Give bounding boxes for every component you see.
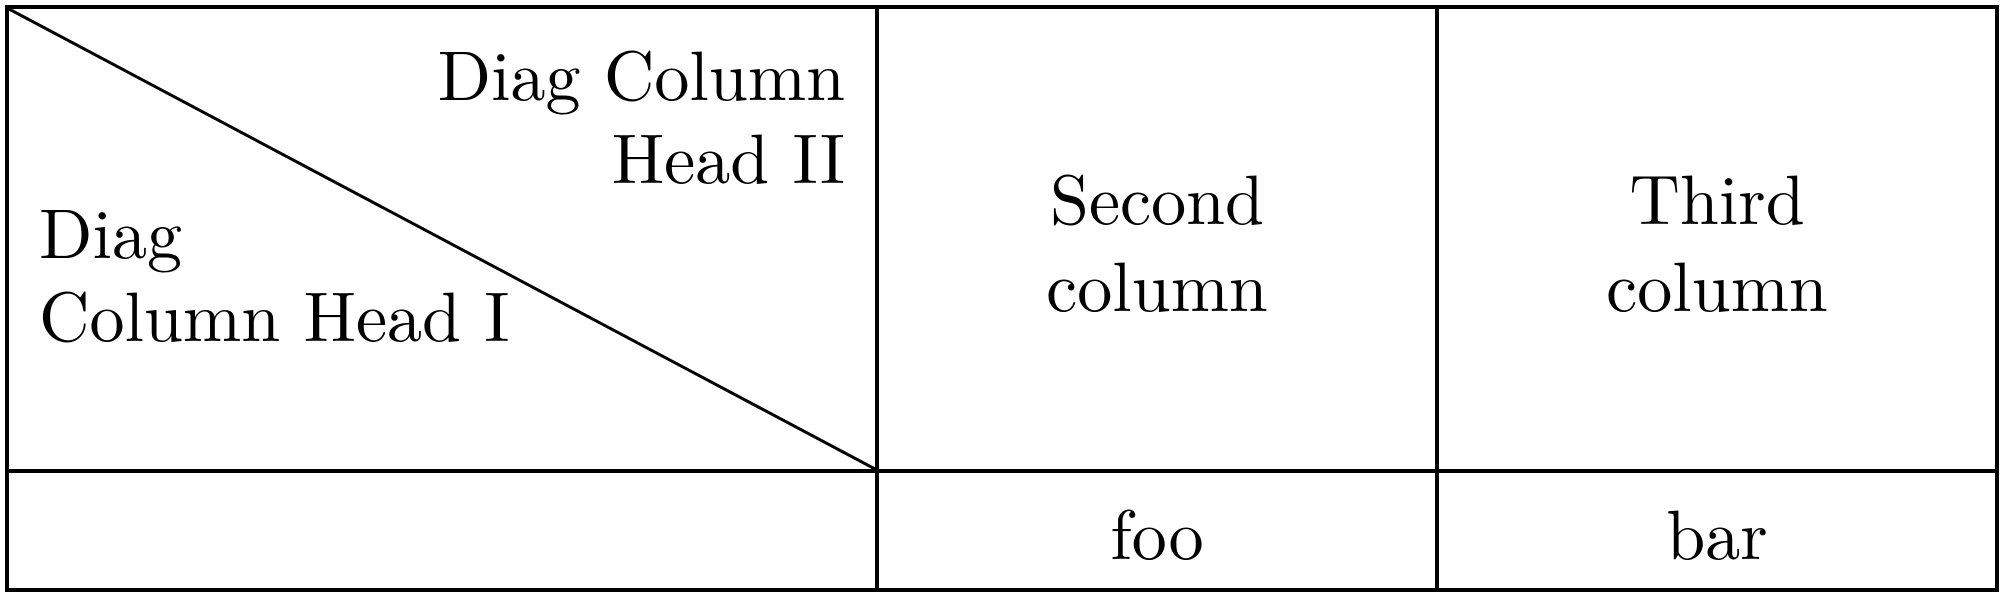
table-row: foo bar [7, 471, 1997, 590]
header-second-column: Second column [877, 7, 1437, 471]
header-second-line1: Second [1050, 146, 1264, 245]
latex-table: Diag Column Head II Diag Column Head I S… [5, 5, 1999, 592]
cell-row1-col3: bar [1437, 471, 1997, 590]
diag-lower-label: Diag Column Head I [39, 189, 510, 354]
diag-upper-line2: Head II [612, 105, 845, 204]
table-figure: Diag Column Head II Diag Column Head I S… [0, 0, 2000, 597]
diag-upper-label: Diag Column Head II [438, 31, 845, 196]
cell-row1-col1 [7, 471, 877, 590]
header-second-line2: column [1046, 233, 1268, 332]
header-third-column: Third column [1437, 7, 1997, 471]
header-third-line1: Third [1629, 146, 1804, 245]
header-row: Diag Column Head II Diag Column Head I S… [7, 7, 1997, 471]
cell-row1-col2: foo [877, 471, 1437, 590]
diagonal-header-cell: Diag Column Head II Diag Column Head I [7, 7, 877, 471]
header-third-line2: column [1606, 233, 1828, 332]
diag-lower-line2: Column Head I [39, 263, 510, 362]
